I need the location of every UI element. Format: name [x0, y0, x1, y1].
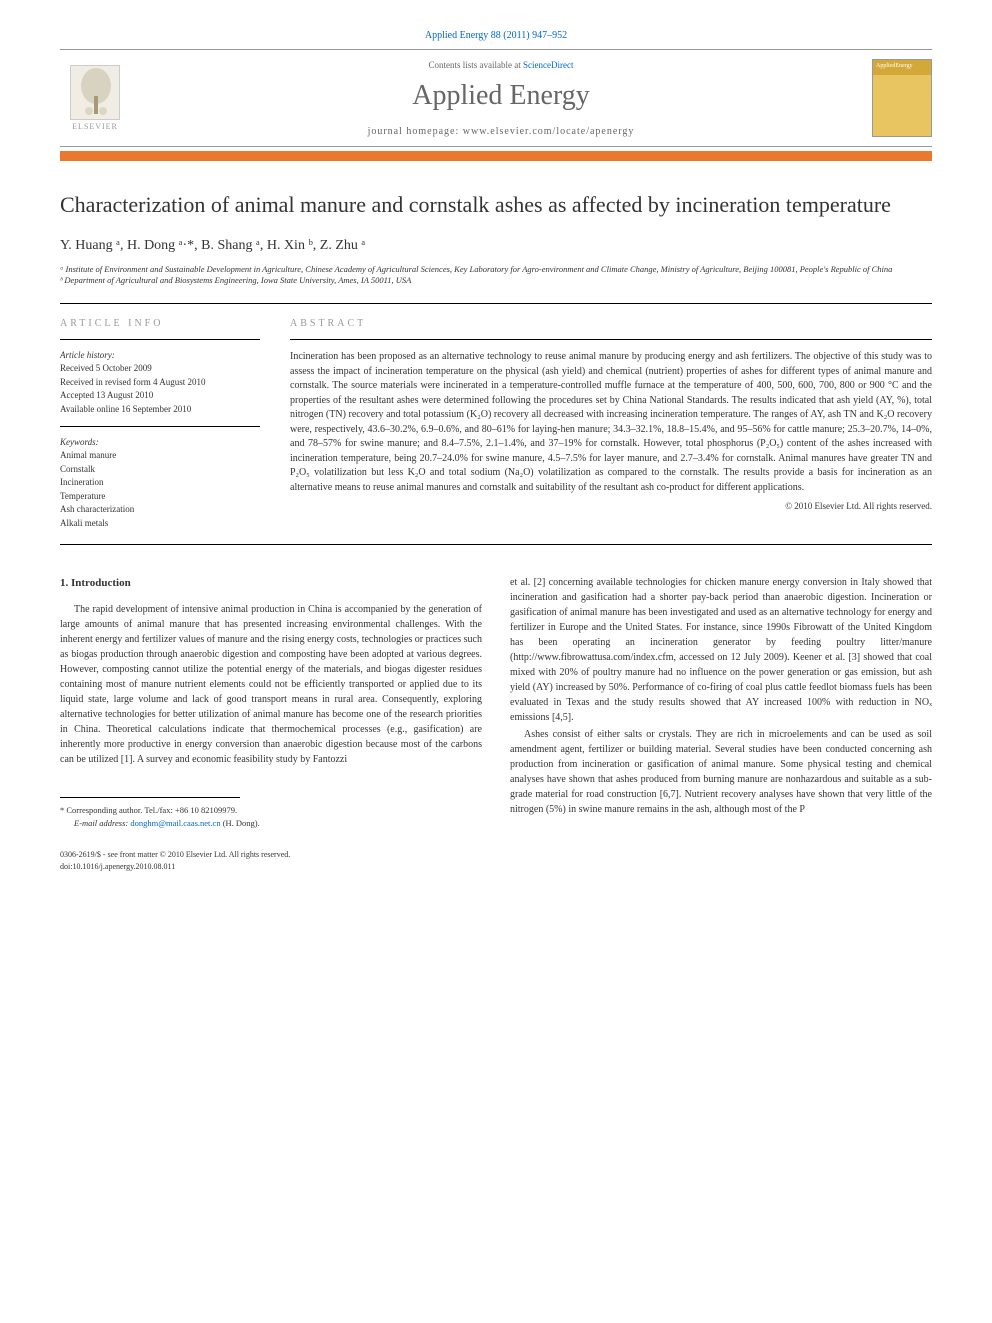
article-info-heading: ARTICLE INFO	[60, 318, 260, 329]
keyword: Alkali metals	[60, 517, 260, 531]
body-column-right: et al. [2] concerning available technolo…	[510, 575, 932, 873]
abstract-heading: ABSTRACT	[290, 318, 932, 329]
online-date: Available online 16 September 2010	[60, 403, 260, 417]
homepage-url[interactable]: www.elsevier.com/locate/apenergy	[463, 126, 635, 137]
revised-date: Received in revised form 4 August 2010	[60, 376, 260, 390]
journal-name: Applied Energy	[130, 80, 872, 112]
affiliations-block: ᵃ Institute of Environment and Sustainab…	[60, 264, 932, 288]
keyword: Ash characterization	[60, 503, 260, 517]
affiliation-b: ᵇ Department of Agricultural and Biosyst…	[60, 275, 932, 287]
homepage-prefix: journal homepage:	[368, 126, 463, 137]
keywords-label: Keywords:	[60, 437, 260, 447]
contents-prefix: Contents lists available at	[429, 60, 523, 70]
corresponding-email-link[interactable]: donghm@mail.caas.net.cn	[130, 818, 220, 828]
journal-header-box: ELSEVIER Contents lists available at Sci…	[60, 49, 932, 147]
corresponding-email-line: E-mail address: donghm@mail.caas.net.cn …	[74, 817, 482, 830]
doi-line: doi:10.1016/j.apenergy.2010.08.011	[60, 861, 482, 873]
journal-homepage-line: journal homepage: www.elsevier.com/locat…	[130, 126, 872, 137]
journal-cover-thumbnail: AppliedEnergy	[872, 59, 932, 137]
issn-line: 0306-2619/$ - see front matter © 2010 El…	[60, 849, 482, 861]
article-title: Characterization of animal manure and co…	[60, 191, 932, 220]
email-label: E-mail address:	[74, 818, 128, 828]
journal-cover-label: AppliedEnergy	[876, 63, 913, 69]
author-list: Y. Huang ᵃ, H. Dong ᵃ·*, B. Shang ᵃ, H. …	[60, 238, 932, 254]
body-paragraph: et al. [2] concerning available technolo…	[510, 575, 932, 725]
keyword: Cornstalk	[60, 463, 260, 477]
keyword: Incineration	[60, 476, 260, 490]
email-suffix: (H. Dong).	[223, 818, 260, 828]
body-column-left: 1. Introduction The rapid development of…	[60, 575, 482, 873]
received-date: Received 5 October 2009	[60, 362, 260, 376]
accepted-date: Accepted 13 August 2010	[60, 389, 260, 403]
body-paragraph: The rapid development of intensive anima…	[60, 602, 482, 767]
elsevier-tree-icon	[70, 65, 120, 120]
section-heading-intro: 1. Introduction	[60, 575, 482, 592]
journal-citation: Applied Energy 88 (2011) 947–952	[60, 30, 932, 41]
corresponding-author-line: * Corresponding author. Tel./fax: +86 10…	[60, 804, 482, 817]
article-info-column: ARTICLE INFO Article history: Received 5…	[60, 318, 260, 530]
keyword: Animal manure	[60, 449, 260, 463]
elsevier-logo: ELSEVIER	[60, 58, 130, 138]
keyword: Temperature	[60, 490, 260, 504]
bottom-meta-block: 0306-2619/$ - see front matter © 2010 El…	[60, 849, 482, 873]
elsevier-label: ELSEVIER	[72, 122, 118, 131]
abstract-column: ABSTRACT Incineration has been proposed …	[290, 318, 932, 530]
footnote-divider	[60, 797, 240, 798]
contents-available-line: Contents lists available at ScienceDirec…	[130, 60, 872, 70]
affiliation-a: ᵃ Institute of Environment and Sustainab…	[60, 264, 932, 276]
abstract-text: Incineration has been proposed as an alt…	[290, 350, 932, 495]
history-label: Article history:	[60, 350, 260, 360]
body-two-columns: 1. Introduction The rapid development of…	[60, 575, 932, 873]
sciencedirect-link[interactable]: ScienceDirect	[523, 60, 573, 70]
abstract-copyright: © 2010 Elsevier Ltd. All rights reserved…	[290, 501, 932, 511]
orange-divider-bar	[60, 151, 932, 161]
body-paragraph: Ashes consist of either salts or crystal…	[510, 727, 932, 817]
